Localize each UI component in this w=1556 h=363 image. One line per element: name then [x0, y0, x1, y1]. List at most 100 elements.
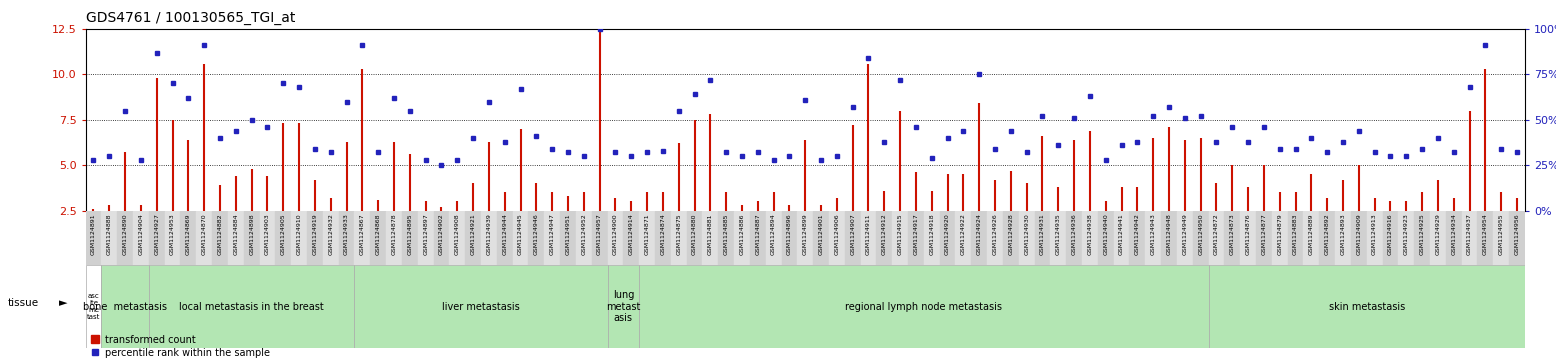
Bar [1288, 211, 1304, 265]
Text: GSM1124892: GSM1124892 [1324, 213, 1330, 255]
Text: GSM1124924: GSM1124924 [977, 213, 982, 255]
Bar [1446, 211, 1461, 265]
Bar [607, 211, 624, 265]
Text: GSM1124932: GSM1124932 [328, 213, 333, 255]
Text: GSM1124881: GSM1124881 [708, 213, 713, 255]
Text: GSM1124945: GSM1124945 [518, 213, 523, 255]
Text: GSM1124914: GSM1124914 [629, 213, 633, 255]
Bar [624, 211, 640, 265]
Text: GSM1124888: GSM1124888 [107, 213, 112, 255]
Bar [355, 211, 370, 265]
Bar [339, 211, 355, 265]
Bar [545, 211, 560, 265]
Text: GSM1124918: GSM1124918 [929, 213, 934, 255]
Bar [909, 211, 924, 265]
Bar [671, 211, 686, 265]
Bar [576, 211, 591, 265]
Bar [845, 211, 860, 265]
Text: GSM1124886: GSM1124886 [739, 213, 744, 255]
Text: GSM1124948: GSM1124948 [1167, 213, 1172, 255]
Text: GSM1124893: GSM1124893 [1340, 213, 1346, 255]
Bar [481, 211, 496, 265]
Bar [702, 211, 719, 265]
Bar [1366, 211, 1383, 265]
Bar [955, 211, 971, 265]
Text: GSM1124933: GSM1124933 [344, 213, 349, 255]
Bar [797, 211, 814, 265]
Bar [465, 211, 481, 265]
Bar [1225, 211, 1240, 265]
Bar [212, 211, 227, 265]
Text: GSM1124872: GSM1124872 [1214, 213, 1218, 255]
Bar [101, 211, 117, 265]
Text: GSM1124917: GSM1124917 [913, 213, 918, 255]
Bar [322, 211, 339, 265]
Text: GSM1124895: GSM1124895 [408, 213, 412, 255]
Text: GSM1124879: GSM1124879 [1277, 213, 1282, 255]
Bar [1304, 211, 1319, 265]
Text: GSM1124952: GSM1124952 [582, 213, 587, 255]
Text: GSM1124869: GSM1124869 [185, 213, 191, 255]
Bar [971, 211, 987, 265]
Text: local metastasis in the breast: local metastasis in the breast [179, 302, 324, 312]
Bar [1176, 211, 1193, 265]
Text: GSM1124925: GSM1124925 [1419, 213, 1425, 255]
Text: GSM1124874: GSM1124874 [660, 213, 666, 255]
Bar [101, 265, 149, 348]
Text: GSM1124904: GSM1124904 [138, 213, 143, 255]
Bar [1114, 211, 1130, 265]
Text: GDS4761 / 100130565_TGI_at: GDS4761 / 100130565_TGI_at [86, 11, 296, 25]
Text: GSM1124947: GSM1124947 [549, 213, 554, 255]
Text: GSM1124936: GSM1124936 [1072, 213, 1077, 255]
Text: GSM1124912: GSM1124912 [882, 213, 887, 255]
Text: liver metastasis: liver metastasis [442, 302, 520, 312]
Text: GSM1124867: GSM1124867 [359, 213, 364, 255]
Bar [132, 211, 149, 265]
Bar [86, 211, 101, 265]
Bar [1193, 211, 1209, 265]
Text: GSM1124871: GSM1124871 [644, 213, 649, 255]
Bar [1066, 211, 1081, 265]
Text: GSM1124905: GSM1124905 [280, 213, 286, 255]
Text: GSM1124927: GSM1124927 [154, 213, 159, 255]
Bar [940, 211, 955, 265]
Text: regional lymph node metastasis: regional lymph node metastasis [845, 302, 1002, 312]
Bar [1351, 211, 1366, 265]
Text: GSM1124900: GSM1124900 [613, 213, 618, 255]
Bar [434, 211, 450, 265]
Bar [1383, 211, 1399, 265]
Bar [355, 265, 607, 348]
Text: GSM1124938: GSM1124938 [1088, 213, 1092, 255]
Bar [260, 211, 275, 265]
Text: GSM1124910: GSM1124910 [297, 213, 302, 255]
Bar [244, 211, 260, 265]
Bar [924, 211, 940, 265]
Bar [1209, 211, 1225, 265]
Text: GSM1124870: GSM1124870 [202, 213, 207, 255]
Text: GSM1124878: GSM1124878 [392, 213, 397, 255]
Text: GSM1124915: GSM1124915 [898, 213, 902, 255]
Text: lung
metast
asis: lung metast asis [607, 290, 641, 323]
Bar [876, 211, 892, 265]
Bar [529, 211, 545, 265]
Bar [117, 211, 132, 265]
Text: GSM1124902: GSM1124902 [439, 213, 443, 255]
Bar [607, 265, 640, 348]
Bar [892, 211, 909, 265]
Text: GSM1124944: GSM1124944 [503, 213, 507, 255]
Text: GSM1124954: GSM1124954 [1483, 213, 1488, 255]
Text: skin metastasis: skin metastasis [1329, 302, 1405, 312]
Bar [1430, 211, 1446, 265]
Bar [401, 211, 417, 265]
Text: GSM1124916: GSM1124916 [1388, 213, 1393, 255]
Text: GSM1124896: GSM1124896 [787, 213, 792, 255]
Text: GSM1124934: GSM1124934 [1452, 213, 1456, 255]
Bar [496, 211, 512, 265]
Text: GSM1124939: GSM1124939 [487, 213, 492, 255]
Text: GSM1124911: GSM1124911 [867, 213, 871, 255]
Text: GSM1124889: GSM1124889 [1309, 213, 1313, 255]
Bar [1130, 211, 1145, 265]
Bar [417, 211, 434, 265]
Bar [370, 211, 386, 265]
Text: GSM1124937: GSM1124937 [1467, 213, 1472, 255]
